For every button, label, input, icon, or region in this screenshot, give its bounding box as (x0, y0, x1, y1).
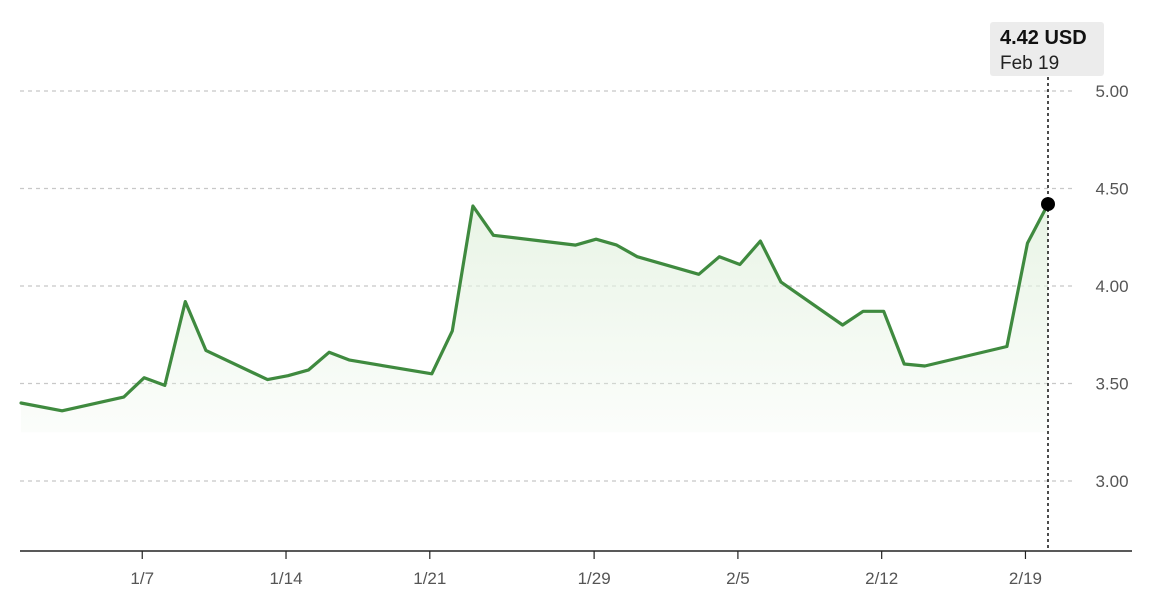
tooltip-date: Feb 19 (1000, 53, 1059, 74)
price-tooltip: 4.42 USD Feb 19 (990, 22, 1104, 76)
tooltip-value: 4.42 USD (1000, 27, 1087, 49)
x-tick-label: 1/21 (413, 569, 446, 588)
y-tick-label: 4.00 (1095, 277, 1128, 296)
x-tick-label: 2/19 (1009, 569, 1042, 588)
x-tick-label: 1/7 (130, 569, 154, 588)
y-tick-label: 4.50 (1095, 180, 1128, 199)
x-axis-labels: 1/7 1/14 1/21 1/29 2/5 2/12 2/19 (130, 569, 1042, 588)
x-axis (20, 550, 1132, 559)
x-tick-label: 2/12 (865, 569, 898, 588)
tooltip-background (990, 22, 1104, 76)
x-tick-label: 1/29 (578, 569, 611, 588)
y-axis-labels: 3.00 3.50 4.00 4.50 5.00 (1095, 82, 1128, 491)
y-tick-label: 5.00 (1095, 82, 1128, 101)
hover-marker[interactable] (1041, 197, 1055, 212)
x-tick-label: 2/5 (726, 569, 750, 588)
y-tick-label: 3.50 (1095, 375, 1128, 394)
x-tick-label: 1/14 (269, 569, 302, 588)
price-line (19, 202, 1050, 413)
price-area-fill (21, 204, 1048, 433)
y-tick-label: 3.00 (1095, 472, 1128, 491)
